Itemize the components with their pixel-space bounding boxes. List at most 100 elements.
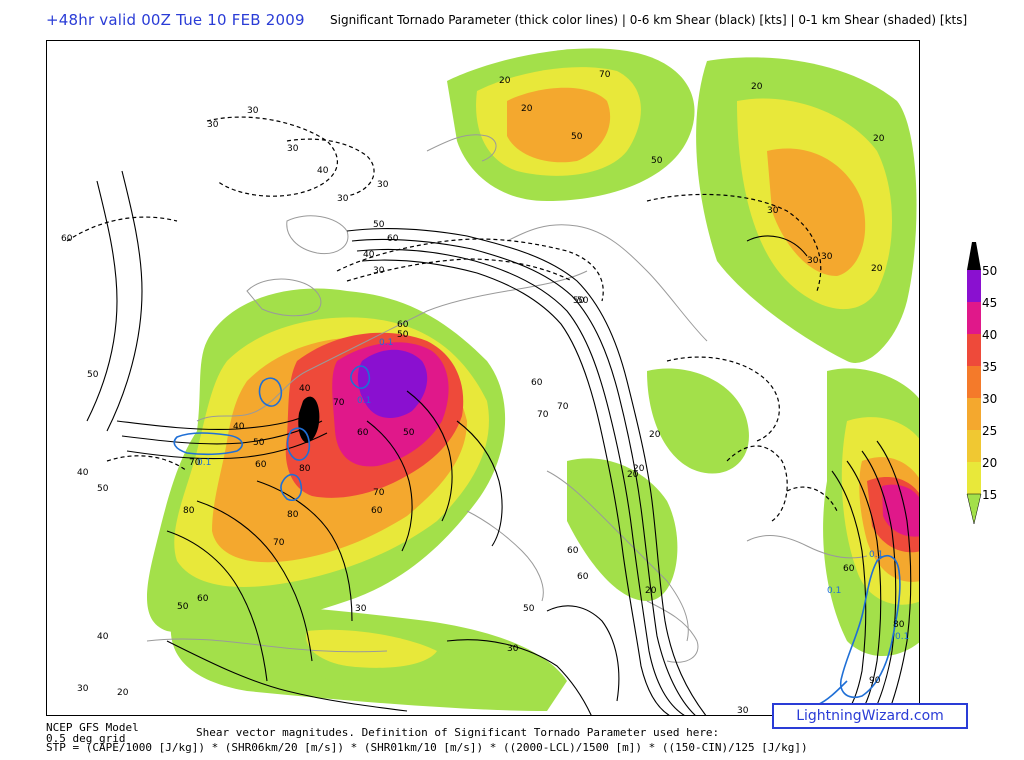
scale-swatch-45 [967,302,981,334]
shear06-label: 80 [299,464,311,474]
shear06-label: 30 [337,194,349,204]
scale-swatch-35 [967,366,981,398]
shear06-label: 30 [373,266,385,276]
shear06-label: 50 [651,156,663,166]
model-name: NCEP GFS Model [46,721,139,734]
shear06-label: 90 [869,676,881,686]
stp-formula: STP = (CAPE/1000 [J/kg]) * (SHR06km/20 [… [46,741,808,754]
map-description: Significant Tornado Parameter (thick col… [330,13,968,27]
coastlines [146,134,868,663]
shear06-label: 40 [77,468,89,478]
shear06-label: 30 [507,644,519,654]
shear06-label: 50 [403,428,415,438]
shear06-label: 20 [627,470,639,480]
shear01-label: 20 [645,586,657,596]
scale-swatch-20 [967,462,981,494]
shear06-label: 30 [737,706,749,716]
shear01-label: 50 [573,296,585,306]
shear06-label: 60 [61,234,73,244]
scale-swatch-30 [967,398,981,430]
scale-label-40: 40 [982,328,998,342]
shear06-label: 50 [397,330,409,340]
shear01-shading-purple [357,349,428,418]
shear06-label: 60 [531,378,543,388]
shear01-labels: 20 20 20 70 50 50 20 30 30 20 20 20 20 [499,70,885,596]
stp-label: 0.1 [379,338,393,348]
shear06-label: 60 [357,428,369,438]
shear06-label: 70 [373,488,385,498]
shear01-label: 20 [751,82,763,92]
shear01-label: 20 [873,134,885,144]
stp-label: 0.1 [895,632,909,642]
shear06-label: 30 [207,120,219,130]
scale-label-25: 25 [982,424,998,438]
shear06-labels: 30 30 40 30 30 30 60 50 40 50 60 50 40 3… [61,106,905,716]
forecast-map: 30 30 40 30 30 30 60 50 40 50 60 50 40 3… [46,40,920,716]
shear06-label: 70 [557,402,569,412]
shear06-label: 40 [233,422,245,432]
shear06-label: 60 [843,564,855,574]
stp-label: 0.1 [869,550,883,560]
shear01-label: 20 [499,76,511,86]
shear06-label: 40 [299,384,311,394]
shear01-label: 70 [599,70,611,80]
shear06-label: 60 [387,234,399,244]
scale-swatch-top [967,242,981,270]
shear06-label: 40 [97,632,109,642]
color-scale [962,240,1012,530]
shear06-label: 30 [287,144,299,154]
grid-resolution: 0.5 deg grid [46,732,126,745]
definition-note: Shear vector magnitudes. Definition of S… [196,726,720,739]
scale-label-15: 15 [982,488,998,502]
shear01-label: 30 [807,256,819,266]
shear06-label: 70 [273,538,285,548]
shear06-label: 50 [577,296,589,306]
shear06-label: 50 [523,604,535,614]
shear06-label: 30 [377,180,389,190]
scale-label-20: 20 [982,456,998,470]
shear06-label: 50 [253,438,265,448]
stp-label: 0.1 [827,586,841,596]
shear06-label: 30 [767,206,779,216]
shear06-label: 60 [197,594,209,604]
scale-swatch-40 [967,334,981,366]
brand-logo[interactable]: LightningWizard.com [772,703,968,729]
shear01-label: 20 [871,264,883,274]
shear06-label: 60 [567,546,579,556]
color-scale-bar [966,242,982,525]
scale-swatch-50 [967,270,981,302]
shear06-label: 70 [189,458,201,468]
shear06-label: 70 [537,410,549,420]
shear01-label: 20 [649,430,661,440]
shear06-label: 80 [893,620,905,630]
scale-label-30: 30 [982,392,998,406]
shear06-label: 20 [117,688,129,698]
shear01-label: 30 [821,252,833,262]
header: +48hr valid 00Z Tue 10 FEB 2009 Signific… [0,0,1024,40]
shear06-label: 60 [255,460,267,470]
scale-label-35: 35 [982,360,998,374]
scale-label-45: 45 [982,296,998,310]
shear06-label: 50 [97,484,109,494]
valid-time: +48hr valid 00Z Tue 10 FEB 2009 [46,11,305,29]
scale-swatch-bottom [966,493,982,525]
shear06-label: 50 [373,220,385,230]
shear06-label: 60 [577,572,589,582]
shear06-label: 40 [363,250,375,260]
shear01-label: 50 [571,132,583,142]
shear01-label: 20 [521,104,533,114]
stp-label: 0.1 [357,396,371,406]
shear06-label: 50 [177,602,189,612]
shear06-label: 70 [333,398,345,408]
shear01-shading-black [298,396,320,443]
shear06-label: 80 [183,506,195,516]
shear06-label: 30 [77,684,89,694]
scale-swatch-25 [967,430,981,462]
shear06-label: 60 [397,320,409,330]
shear06-label: 50 [87,370,99,380]
shear06-label: 60 [371,506,383,516]
shear01-label: 20 [633,464,645,474]
shear06-dashed [66,116,838,522]
shear06-label: 40 [317,166,329,176]
shear06-label: 30 [355,604,367,614]
